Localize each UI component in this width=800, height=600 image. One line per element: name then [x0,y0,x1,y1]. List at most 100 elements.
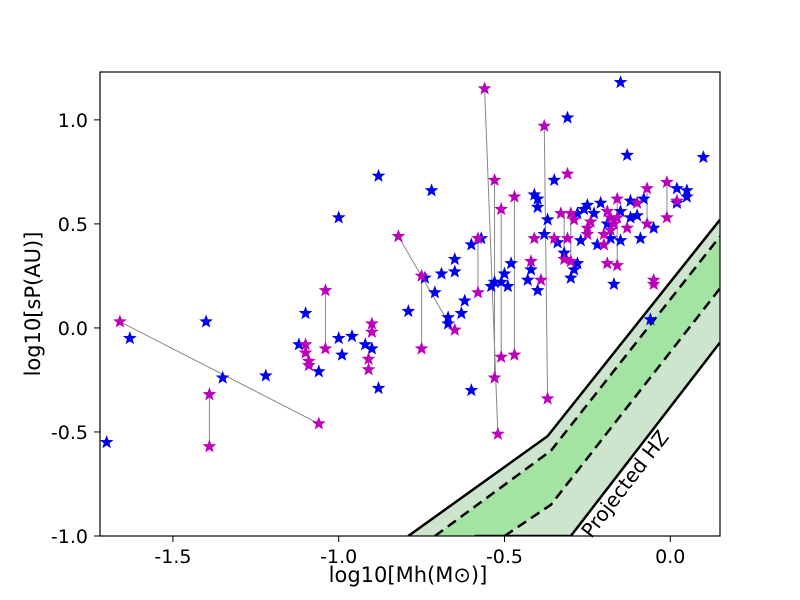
secondary-star-point-0 [113,314,127,328]
secondary-star-point-7 [311,416,326,430]
secondary-star-point-20 [477,81,492,95]
primary-star-point-22 [441,310,455,324]
secondary-star-point-16 [414,341,429,355]
secondary-star-point-53 [610,191,625,205]
secondary-star-point-50 [607,216,621,230]
secondary-star-point-32 [540,391,555,405]
y-tick-label-0: -1.0 [51,526,88,548]
primary-star-point-27 [464,237,479,251]
primary-star-point-50 [570,256,585,270]
primary-star-point-40 [530,200,545,214]
primary-star-point-1 [122,331,137,345]
data-points [100,75,711,453]
secondary-star-point-43 [583,214,598,228]
secondary-star-point-52 [610,210,625,224]
primary-star-point-12 [358,337,373,351]
x-tick-label-2: -0.5 [486,546,523,568]
primary-star-point-14 [371,168,386,182]
primary-star-point-23 [447,264,462,278]
primary-star-point-39 [530,191,545,205]
primary-star-point-20 [434,266,449,280]
primary-star-point-72 [670,181,684,195]
x-tick-label-1: -1.0 [320,546,357,568]
primary-star-point-9 [331,331,346,345]
primary-star-point-31 [487,274,502,288]
primary-star-point-42 [537,227,552,241]
primary-star-point-63 [613,233,628,247]
primary-star-point-60 [607,277,621,291]
primary-star-point-13 [365,341,379,355]
primary-star-point-11 [345,329,359,343]
secondary-star-point-36 [560,166,575,180]
secondary-star-point-56 [640,181,654,195]
y-axis-ticks: -1.0 -0.5 0.0 0.5 1.0 [51,110,100,548]
primary-star-point-52 [573,233,588,247]
secondary-star-point-19 [471,231,485,245]
secondary-star-point-26 [507,189,522,203]
secondary-star-point-33 [547,231,562,245]
hz-inner-lower-line [503,287,720,536]
primary-star-point-56 [590,237,605,251]
primary-star-point-32 [494,274,509,288]
secondary-star-point-10 [361,351,376,365]
secondary-star-point-42 [580,220,595,234]
y-tick-label-2: 0.0 [58,318,88,340]
secondary-star-point-61 [660,210,674,224]
primary-star-point-21 [441,316,455,330]
secondary-star-point-41 [580,227,595,241]
secondary-star-point-57 [640,216,654,230]
secondary-star-point-29 [527,231,542,245]
secondary-star-point-12 [365,324,379,338]
primary-star-point-6 [298,306,313,320]
secondary-star-point-24 [494,202,509,216]
primary-star-point-62 [613,75,628,89]
primary-star-point-4 [258,368,273,382]
primary-star-point-58 [600,216,615,230]
secondary-star-point-3 [298,337,313,351]
secondary-star-point-34 [554,206,568,220]
secondary-star-point-37 [560,231,575,245]
connector-line-0 [119,321,320,425]
primary-star-point-3 [215,370,230,384]
primary-star-point-64 [620,148,635,162]
connector-line-10 [543,126,549,399]
secondary-star-point-54 [620,220,635,234]
primary-star-point-8 [331,210,346,224]
primary-star-point-75 [680,189,694,203]
secondary-star-point-27 [507,347,522,361]
y-tick-label-3: 0.5 [58,214,88,236]
hz-outer-upper-line [407,218,720,536]
primary-star-point-51 [570,206,585,220]
plot-frame [99,71,721,537]
y-axis-label: log10[sP(AU)] [21,232,45,377]
x-tick-label-3: 0.0 [655,546,685,568]
habitable-zone-band [407,218,720,536]
secondary-star-point-59 [646,277,661,291]
primary-star-point-43 [540,212,555,226]
y-tick-label-4: 1.0 [58,110,88,132]
primary-star-point-71 [643,312,658,326]
secondary-star-point-22 [487,370,502,384]
secondary-star-point-11 [361,362,376,376]
secondary-star-point-17 [447,322,462,336]
secondary-star-point-18 [471,285,485,299]
primary-star-point-57 [593,195,608,209]
primary-star-point-38 [527,187,542,201]
primary-star-point-69 [636,191,651,205]
secondary-star-point-40 [567,212,581,226]
secondary-star-point-28 [524,254,538,268]
hz-outer-lower-line [474,341,720,536]
primary-star-point-0 [100,435,114,449]
primary-star-point-5 [292,337,306,351]
primary-star-point-76 [696,150,711,164]
secondary-star-point-1 [202,387,217,401]
primary-star-point-41 [530,283,545,297]
primary-star-point-68 [633,231,648,245]
secondary-star-point-2 [202,439,217,453]
primary-star-point-48 [563,270,578,284]
x-axis-ticks: -1.5 -1.0 -0.5 0.0 [154,536,685,568]
primary-star-point-2 [199,314,213,328]
secondary-star-point-55 [630,195,644,209]
primary-star-point-44 [547,173,562,187]
